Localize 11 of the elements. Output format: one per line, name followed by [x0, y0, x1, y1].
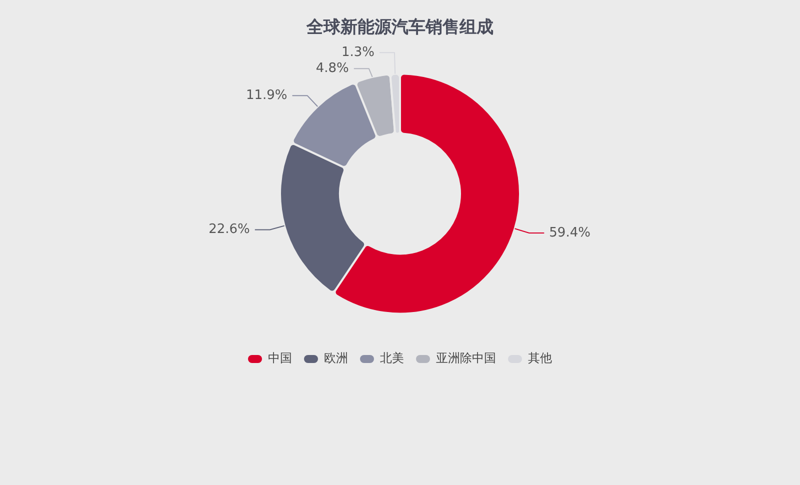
- legend-label: 其他: [528, 351, 552, 366]
- data-label: 59.4%: [549, 225, 590, 240]
- data-label: 4.8%: [316, 60, 349, 76]
- legend-label: 亚洲除中国: [436, 351, 496, 366]
- chart-title: 全球新能源汽车销售组成: [306, 18, 494, 38]
- legend-label: 北美: [380, 351, 404, 366]
- data-label: 1.3%: [341, 44, 374, 60]
- data-label: 11.9%: [246, 88, 288, 103]
- legend-label: 欧洲: [324, 351, 348, 366]
- legend-label: 中国: [268, 351, 292, 366]
- data-label: 22.6%: [208, 222, 250, 238]
